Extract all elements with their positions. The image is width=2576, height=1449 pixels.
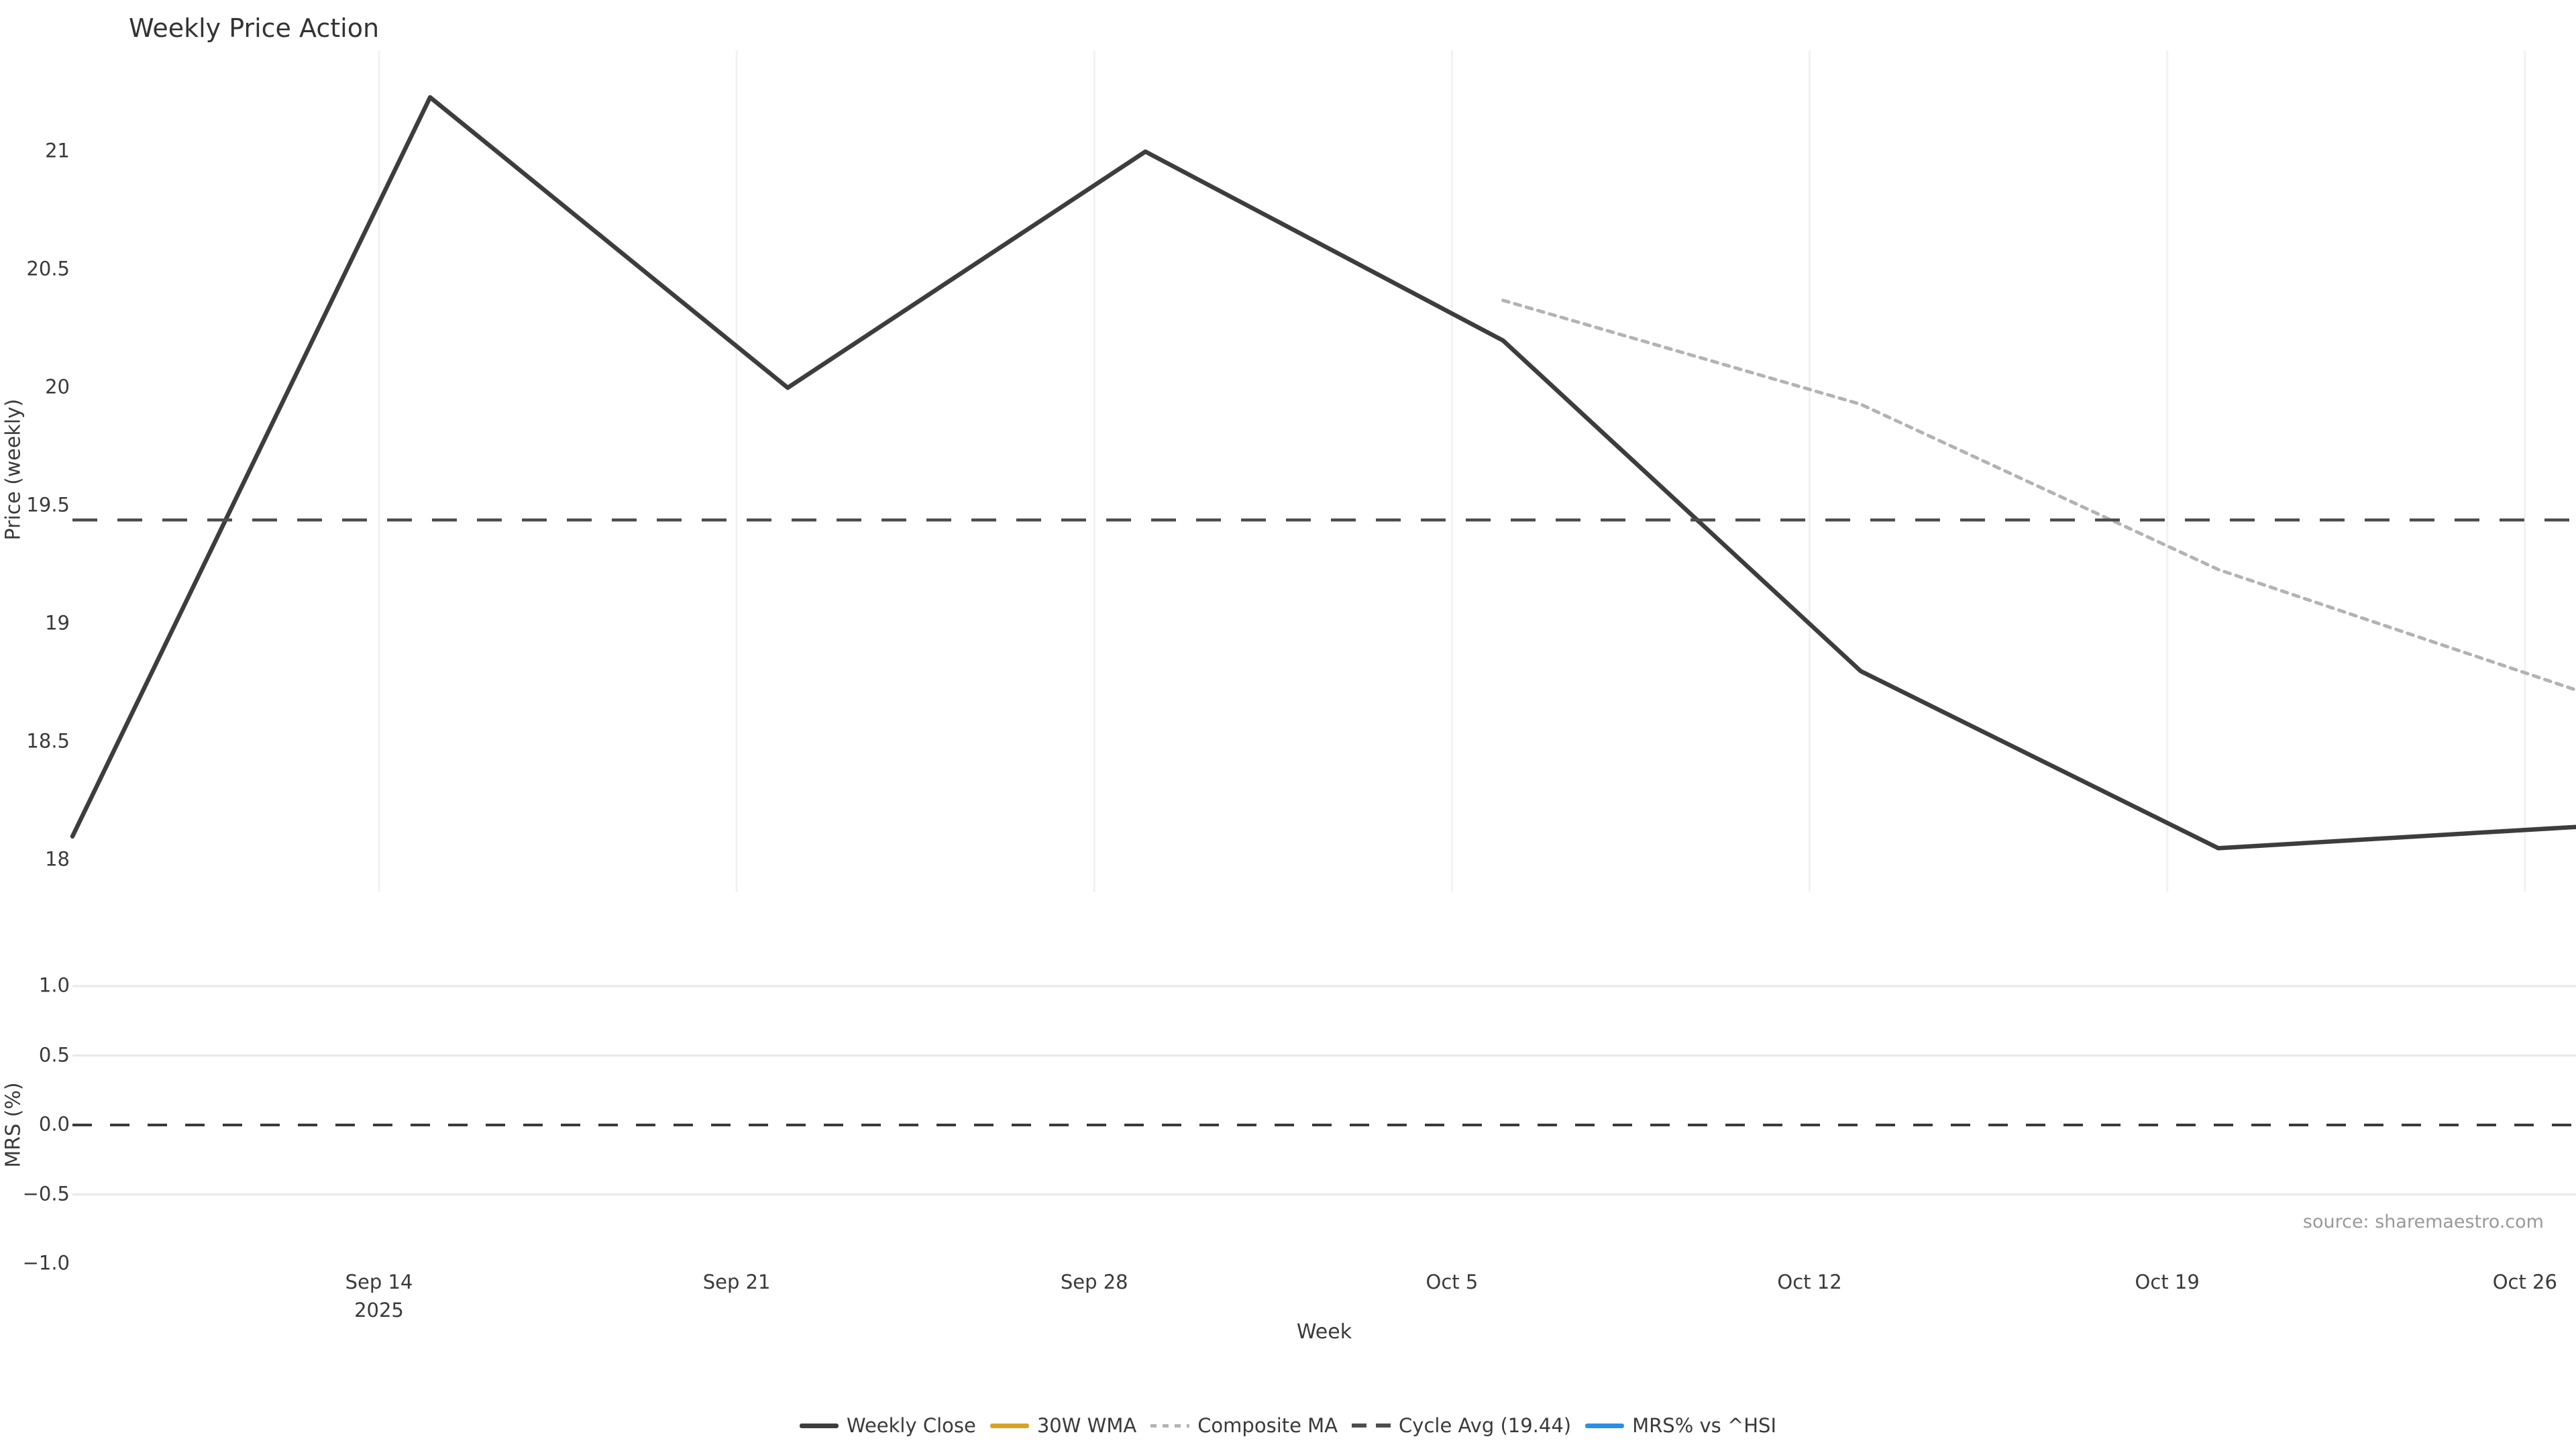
legend-label: Cycle Avg (19.44): [1399, 1414, 1572, 1437]
x-tick: Oct 19: [2135, 1271, 2200, 1293]
price-axis-label: Price (weekly): [1, 398, 25, 541]
mrs-y-tick: 1.0: [38, 973, 70, 997]
mrs-y-tick: −1.0: [22, 1251, 70, 1275]
price-y-tick: 19: [45, 611, 70, 635]
mrs-y-tick: 0.5: [38, 1043, 70, 1067]
price-y-tick: 20: [45, 375, 70, 398]
legend-item-composite-ma: Composite MA: [1150, 1414, 1338, 1437]
mrs-y-tick: −0.5: [22, 1182, 70, 1205]
mrs-y-tick: 0.0: [38, 1112, 70, 1136]
legend-item-cycle-avg-19-44-: Cycle Avg (19.44): [1352, 1414, 1571, 1437]
price-y-tick: 18.5: [26, 729, 70, 753]
mrs-axis-label: MRS (%): [1, 1082, 25, 1168]
legend-item-mrs-vs-hsi: MRS% vs ^HSI: [1585, 1414, 1776, 1437]
legend-swatch-dotted-icon: [1150, 1424, 1190, 1428]
price-y-tick: 20.5: [26, 257, 70, 280]
price-y-tick: 19.5: [26, 493, 70, 517]
legend-swatch-solid-icon: [1585, 1423, 1625, 1428]
legend-label: 30W WMA: [1036, 1414, 1137, 1437]
x-tick: Oct 26: [2492, 1271, 2557, 1293]
source-credit: source: sharemaestro.com: [2302, 1212, 2544, 1232]
x-tick: Oct 5: [1426, 1271, 1479, 1293]
legend-label: MRS% vs ^HSI: [1632, 1414, 1777, 1437]
x-axis-label: Week: [1296, 1320, 1352, 1344]
legend: Weekly Close 30W WMA Composite MA Cycle Avg…: [799, 1414, 1776, 1437]
weekly-close-line: [70, 95, 2576, 851]
legend-label: Weekly Close: [846, 1414, 976, 1437]
chart-title: Weekly Price Action: [129, 13, 380, 43]
price-y-tick: 21: [45, 139, 70, 162]
legend-swatch-solid-icon: [989, 1423, 1029, 1428]
legend-item-30w-wma: 30W WMA: [989, 1414, 1137, 1437]
composite-ma-line: [1501, 299, 2576, 692]
legend-swatch-dashed-icon: [1352, 1424, 1391, 1428]
price-y-tick: 18: [45, 847, 70, 871]
legend-swatch-solid-icon: [799, 1423, 839, 1428]
x-tick: Oct 12: [1777, 1271, 1842, 1293]
legend-label: Composite MA: [1197, 1414, 1338, 1437]
legend-item-weekly-close: Weekly Close: [799, 1414, 976, 1437]
x-tick: Sep 28: [1060, 1271, 1128, 1293]
x-tick: Sep 21: [702, 1271, 771, 1293]
x-tick: Sep 14 2025: [345, 1271, 413, 1322]
